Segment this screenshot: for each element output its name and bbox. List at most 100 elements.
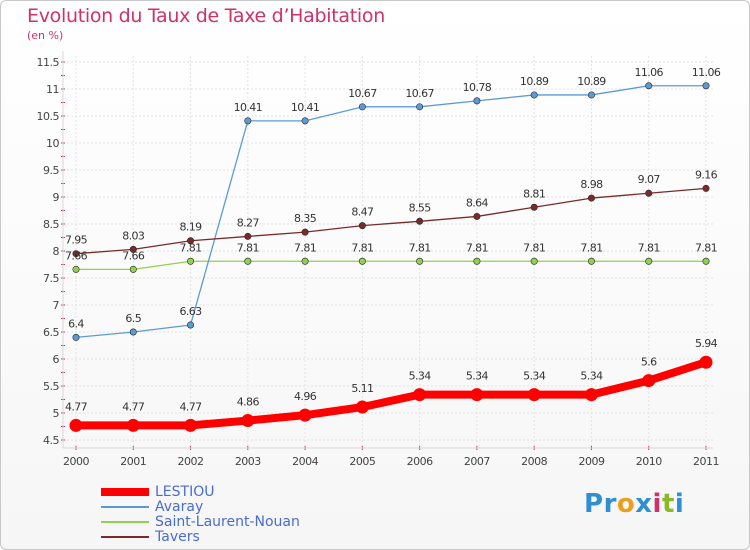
data-label-lestiou: 5.34: [409, 370, 432, 383]
data-label-tavers: 8.47: [351, 206, 374, 219]
data-label-lestiou: 4.77: [65, 400, 88, 413]
data-point-saint-laurent-nouan: [358, 257, 366, 265]
data-label-saint-laurent-nouan: 7.81: [179, 241, 201, 254]
data-point-tavers: [72, 250, 80, 258]
data-label-saint-laurent-nouan: 7.81: [638, 241, 660, 254]
x-tick-label: 2009: [578, 455, 604, 468]
data-label-avaray: 11.06: [634, 66, 663, 79]
data-label-lestiou: 4.77: [122, 400, 145, 413]
y-tick-label: 11.5: [37, 56, 60, 69]
y-tick-label: 5.5: [43, 380, 59, 393]
y-tick-label: 6.5: [43, 326, 59, 339]
y-tick-label: 4.5: [43, 434, 59, 447]
data-point-tavers: [416, 217, 424, 225]
data-point-lestiou: [470, 388, 484, 402]
x-tick-label: 2006: [407, 455, 433, 468]
proxiti-logo: Proxiti: [584, 489, 684, 519]
data-point-lestiou: [69, 418, 83, 432]
data-point-avaray: [358, 103, 366, 111]
logo-letter: o: [616, 489, 636, 519]
x-tick-label: 2001: [120, 455, 146, 468]
grid-layer: [63, 56, 713, 446]
data-label-saint-laurent-nouan: 7.81: [294, 241, 316, 254]
data-point-tavers: [358, 222, 366, 230]
data-label-tavers: 8.98: [580, 178, 603, 191]
legend: LESTIOU Avaray Saint-Laurent-Nouan Taver…: [101, 485, 361, 545]
data-label-saint-laurent-nouan: 7.66: [65, 249, 88, 262]
legend-item-tavers: Tavers: [101, 530, 361, 545]
data-label-saint-laurent-nouan: 7.66: [122, 249, 145, 262]
data-point-tavers: [645, 189, 653, 197]
x-tick-label: 2003: [235, 455, 261, 468]
x-tick-label: 2000: [63, 455, 89, 468]
data-point-lestiou: [126, 418, 140, 432]
data-label-saint-laurent-nouan: 7.81: [409, 241, 431, 254]
data-point-avaray: [702, 82, 710, 90]
data-point-lestiou: [355, 400, 369, 414]
legend-label-saint-laurent-nouan: Saint-Laurent-Nouan: [155, 514, 300, 530]
data-label-saint-laurent-nouan: 7.81: [523, 241, 545, 254]
data-label-tavers: 8.03: [122, 229, 145, 242]
y-tick-label: 10: [46, 137, 59, 150]
data-point-saint-laurent-nouan: [244, 257, 252, 265]
data-point-lestiou: [413, 388, 427, 402]
series-line-tavers: [75, 187, 707, 255]
logo-letter: i: [652, 489, 662, 519]
data-label-tavers: 8.55: [409, 201, 432, 214]
y-tick-label: 8: [53, 245, 60, 258]
data-label-lestiou: 5.34: [466, 370, 489, 383]
data-point-avaray: [416, 103, 424, 111]
legend-label-lestiou: LESTIOU: [155, 484, 215, 500]
data-label-avaray: 6.4: [68, 317, 84, 330]
logo-letter: x: [635, 489, 653, 519]
data-point-lestiou: [184, 418, 198, 432]
legend-swatch-saint-laurent-nouan: [101, 521, 149, 523]
legend-swatch-tavers: [101, 536, 149, 538]
data-point-saint-laurent-nouan: [301, 257, 309, 265]
data-label-tavers: 8.19: [179, 221, 202, 234]
data-label-tavers: 8.81: [523, 187, 545, 200]
data-label-tavers: 8.27: [237, 216, 260, 229]
data-label-tavers: 7.95: [65, 234, 88, 247]
data-point-saint-laurent-nouan: [587, 257, 595, 265]
x-tick-label: 2002: [178, 455, 204, 468]
data-point-saint-laurent-nouan: [416, 257, 424, 265]
data-label-avaray: 10.67: [348, 87, 377, 100]
axis-layer: 4.5 5 5.5 6 6.5 7 7.5 8 8.5 9 9.5 10 10.5 11 11.5 2000 2…: [37, 51, 720, 468]
label-layer: 4.77 4.77 4.77 4.86 4.96 5.11 5.34 5.34 5.34 5.34…: [65, 66, 721, 414]
data-point-saint-laurent-nouan: [645, 257, 653, 265]
y-tick-label: 7: [53, 299, 60, 312]
data-point-saint-laurent-nouan: [72, 265, 80, 273]
data-point-avaray: [473, 97, 481, 105]
series-line-saint-laurent-nouan: [75, 260, 707, 271]
data-label-lestiou: 5.94: [695, 337, 718, 350]
data-point-lestiou: [298, 408, 312, 422]
data-point-lestiou: [584, 388, 598, 402]
data-point-saint-laurent-nouan: [473, 257, 481, 265]
data-label-saint-laurent-nouan: 7.81: [237, 241, 259, 254]
y-tick-label: 9: [53, 191, 60, 204]
data-point-tavers: [530, 203, 538, 211]
data-point-lestiou: [699, 355, 713, 369]
data-point-avaray: [244, 117, 252, 125]
x-tick-label: 2011: [693, 455, 719, 468]
legend-item-avaray: Avaray: [101, 500, 361, 515]
data-point-tavers: [587, 194, 595, 202]
logo-letter: i: [674, 489, 685, 519]
series-layer: [69, 82, 713, 432]
data-label-avaray: 6.5: [125, 312, 141, 325]
x-tick-label: 2008: [521, 455, 547, 468]
data-label-lestiou: 4.77: [179, 400, 202, 413]
y-tick-label: 6: [53, 353, 60, 366]
series-line-avaray: [75, 85, 707, 339]
data-label-tavers: 8.35: [294, 212, 317, 225]
legend-item-lestiou: LESTIOU: [101, 485, 361, 500]
data-label-lestiou: 5.11: [351, 382, 373, 395]
data-point-avaray: [187, 321, 195, 329]
logo-letter: P: [584, 489, 604, 519]
data-point-avaray: [129, 328, 137, 336]
data-point-lestiou: [241, 414, 255, 428]
legend-label-avaray: Avaray: [155, 499, 204, 515]
data-label-avaray: 11.06: [692, 66, 721, 79]
